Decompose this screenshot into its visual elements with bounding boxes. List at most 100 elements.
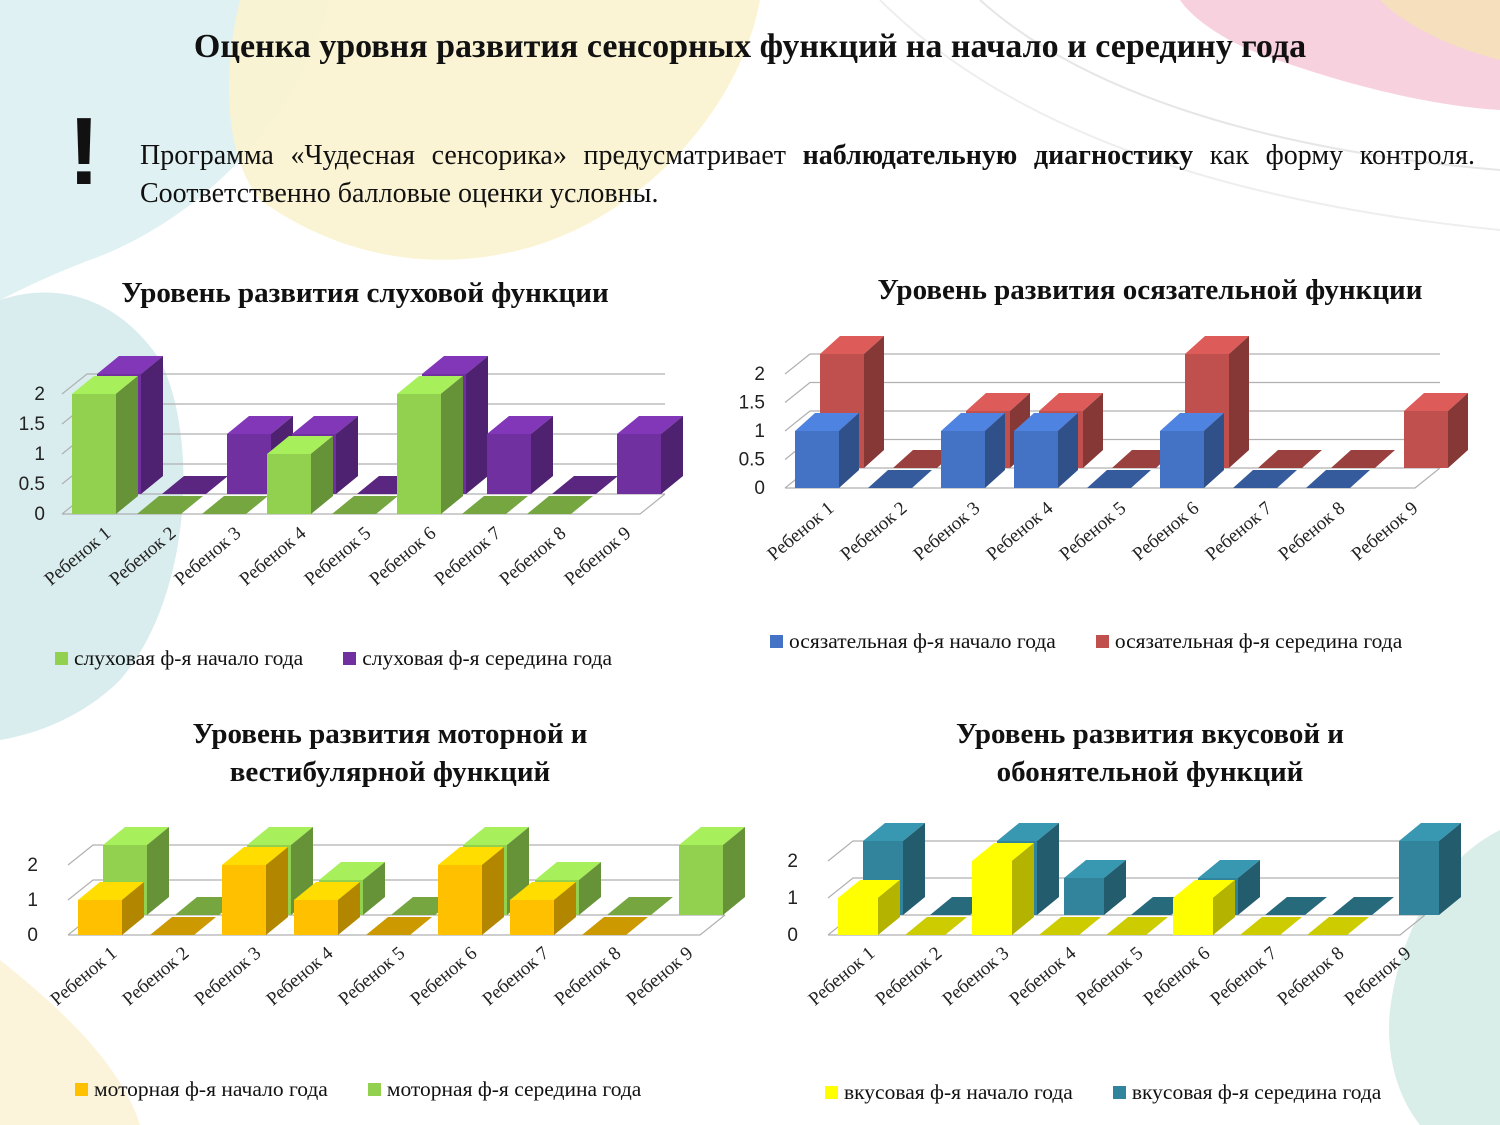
x-tick-label: Ребенок 9 [623,943,698,1010]
y-tick-label: 0 [34,504,45,525]
motor-chart-legend: моторная ф-я начало года моторная ф-я се… [75,1077,641,1102]
bar-series2 [1331,450,1395,468]
chart-title-touch: Уровень развития осязательной функции [877,274,1423,306]
bar-top [1039,393,1103,411]
x-tick-label: Ребенок 5 [301,523,376,590]
x-tick-label: Ребенок 1 [764,498,839,565]
bar-slab [607,897,673,915]
bar-slab [332,496,398,514]
bar-series1 [137,496,203,514]
legend-swatch [770,635,783,648]
bar-series1 [1240,917,1302,935]
bar-slab [552,476,618,494]
legend-swatch [75,1083,88,1096]
bar-series1 [462,496,528,514]
x-tick-label: Ребенок 3 [939,943,1014,1010]
bar-side [903,823,925,915]
taste-chart-legend: вкусовая ф-я начало года вкусовая ф-я се… [825,1080,1381,1105]
bar-top [820,336,884,354]
bar-top [1173,880,1235,898]
x-tick-label: Ребенок 8 [1275,498,1350,565]
bar-front [227,434,271,494]
bar-top [795,413,859,431]
x-tick-label: Ребенок 1 [41,523,116,590]
bar-series1 [202,496,268,514]
chart-title-hearing: Уровень развития слуховой функции [121,277,609,309]
bar-series1 [510,882,576,935]
bar-series2 [1258,450,1322,468]
bar-side [311,436,333,514]
bar-side [338,882,360,935]
legend-label: осязательная ф-я середина года [1114,629,1403,653]
bar-side [579,862,601,915]
x-tick-label: Ребенок 1 [805,943,880,1010]
bar-side [141,356,163,494]
legend-item: моторная ф-я середина года [367,1077,641,1102]
bar-side [531,416,553,494]
x-tick-label: Ребенок 9 [561,523,636,590]
page-title: Оценка уровня развития сенсорных функций… [193,28,1307,65]
bar-top [1160,413,1224,431]
legend-swatch [55,652,68,665]
x-tick-label: Ребенок 6 [1129,498,1204,565]
y-tick-label: 1 [754,421,765,442]
legend-label: моторная ф-я начало года [94,1077,328,1101]
bar-slab [1307,917,1369,935]
floor-edge [68,914,726,936]
bar-side [1083,393,1103,468]
bar-side [122,882,144,935]
legend-item: вкусовая ф-я середина года [1112,1080,1381,1105]
bar-slab [582,917,648,935]
intro-text-bold: наблюдательную диагностику [802,140,1194,171]
x-tick-label: Ребенок 2 [106,523,181,590]
y-tick-label: 0.5 [739,450,765,471]
bar-front [438,865,482,935]
bar-series1 [1106,917,1168,935]
bar-front [487,434,531,494]
bar-series1 [941,413,1005,488]
bar-series1 [1039,917,1101,935]
bar-front [397,394,441,514]
y-tick-label: 0.5 [19,474,45,495]
x-tick-label: Ребенок 6 [366,523,441,590]
bar-side [482,847,504,935]
bar-series1 [332,496,398,514]
legend-swatch [343,652,357,665]
bar-slab [1265,897,1327,915]
floor-edge [828,914,1426,936]
x-tick-label: Ребенок 2 [872,943,947,1010]
bar-slab [462,496,528,514]
bar-top [941,413,1005,431]
bar-front [1014,431,1058,488]
bar-front [679,845,723,915]
floor-edge [785,467,1441,489]
bar-series1 [868,470,932,488]
bar-front [795,431,839,488]
bar-side [1204,413,1224,488]
bar-side [1104,860,1126,915]
bar-front [941,431,985,488]
intro-text-part2: как форму контроля. Соответственно балло… [140,140,1475,209]
bar-front [1399,841,1439,915]
bar-side [266,847,288,935]
bar-series1 [267,436,333,514]
bar-series1 [1173,880,1235,935]
bar-series1 [397,376,463,514]
y-tick-label: 1 [787,888,798,909]
bar-slab [1233,470,1297,488]
bar-side [147,827,169,915]
bar-side [723,827,745,915]
y-tick-label: 1 [27,890,38,911]
bar-side [1037,823,1059,915]
x-tick-label: Ребенок 4 [263,942,338,1010]
bar-front [222,865,266,935]
x-tick-label: Ребенок 3 [191,943,266,1010]
bar-slab [202,496,268,514]
bar-front [617,434,661,494]
bar-side [554,882,576,935]
bar-slab [1087,470,1151,488]
bar-series1 [972,843,1034,935]
